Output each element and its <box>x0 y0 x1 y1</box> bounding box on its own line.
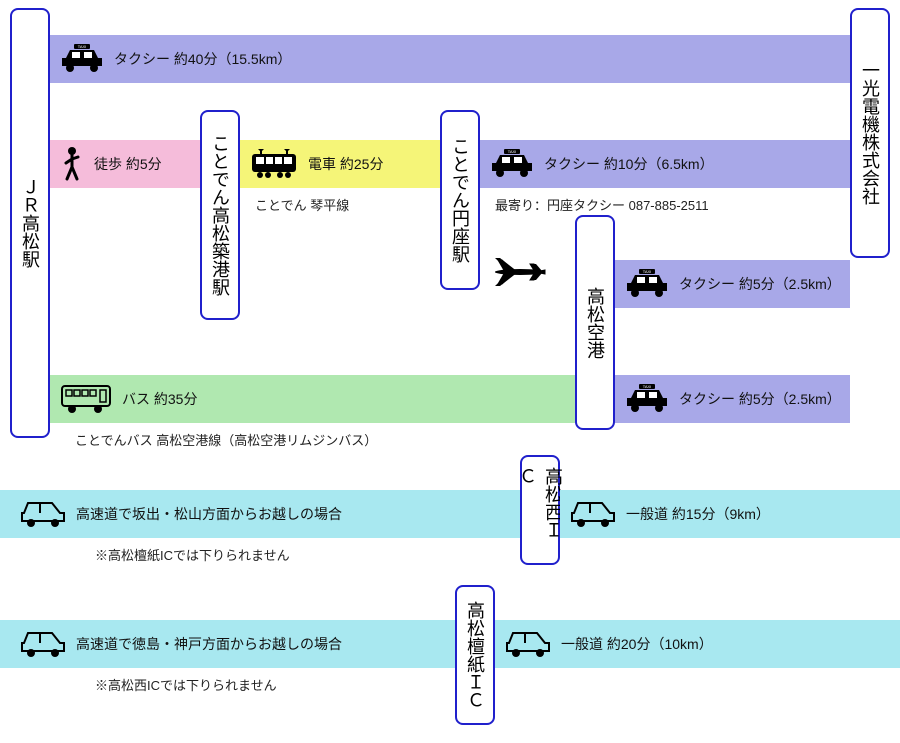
car-icon <box>570 499 616 529</box>
segment-walk-5min: 徒歩 約5分 <box>50 140 200 188</box>
station-takamatsu-danshi-ic: 高松檀紙ＩＣ <box>455 585 495 725</box>
taxi-icon: TAXI <box>490 149 534 179</box>
company-box: 一光電機株式会社 <box>850 8 890 258</box>
segment-highway-west-label: 高速道で坂出・松山方面からお越しの場合 <box>76 504 342 524</box>
segment-taxi-5min-a-label: タクシー 約5分（2.5km） <box>679 275 840 293</box>
segment-road-15min: 一般道 約15分（9km） <box>560 490 900 538</box>
segment-taxi-10min-label: タクシー 約10分（6.5km） <box>544 154 714 174</box>
segment-taxi-40min: TAXI タクシー 約40分（15.5km） <box>50 35 850 83</box>
segment-road-15min-label: 一般道 約15分（9km） <box>626 504 770 524</box>
segment-bus-35min-label: バス 約35分 <box>122 389 197 409</box>
station-takamatsu-nishi-ic: 高松西ＩＣ <box>520 455 560 565</box>
segment-taxi-5min-b-label: タクシー 約5分（2.5km） <box>679 390 840 408</box>
station-takamatsu-airport: 高松空港 <box>575 215 615 430</box>
plane-icon-wrap <box>490 252 550 295</box>
segment-taxi-10min: TAXI タクシー 約10分（6.5km） <box>480 140 850 188</box>
segment-walk-5min-label: 徒歩 約5分 <box>94 154 162 174</box>
note-taxi-nearest: 最寄り：円座タクシー 087-885-2511 <box>495 195 709 214</box>
taxi-icon: TAXI <box>625 269 669 299</box>
segment-road-20min: 一般道 約20分（10km） <box>495 620 900 668</box>
taxi-icon: TAXI <box>60 44 104 74</box>
segment-highway-west: 高速道で坂出・松山方面からお越しの場合 <box>0 490 520 538</box>
svg-text:TAXI: TAXI <box>643 269 652 274</box>
segment-taxi-5min-b: TAXI タクシー 約5分（2.5km） <box>615 375 850 423</box>
note-train-line: ことでん 琴平線 <box>255 195 349 214</box>
plane-icon <box>490 252 550 292</box>
segment-bus-35min: バス 約35分 <box>50 375 575 423</box>
station-kotoden-enza: ことでん円座駅 <box>440 110 480 290</box>
taxi-icon: TAXI <box>625 384 669 414</box>
segment-taxi-5min-a: TAXI タクシー 約5分（2.5km） <box>615 260 850 308</box>
bus-icon <box>60 384 112 414</box>
walk-icon <box>60 147 84 181</box>
svg-text:TAXI: TAXI <box>508 149 517 154</box>
note-car-east: ※高松西ICでは下りられません <box>95 675 277 694</box>
note-bus-line: ことでんバス 高松空港線（高松空港リムジンバス） <box>75 430 377 449</box>
note-car-west: ※高松檀紙ICでは下りられません <box>95 545 290 564</box>
station-jr-takamatsu: ＪＲ高松駅 <box>10 8 50 438</box>
segment-highway-east: 高速道で徳島・神戸方面からお越しの場合 <box>0 620 455 668</box>
car-icon <box>20 499 66 529</box>
svg-text:TAXI: TAXI <box>643 384 652 389</box>
svg-text:TAXI: TAXI <box>78 44 87 49</box>
segment-train-25min: 電車 約25分 <box>240 140 440 188</box>
segment-road-20min-label: 一般道 約20分（10km） <box>561 634 713 654</box>
segment-taxi-40min-label: タクシー 約40分（15.5km） <box>114 49 291 69</box>
car-icon <box>20 629 66 659</box>
segment-train-25min-label: 電車 約25分 <box>308 154 383 174</box>
car-icon <box>505 629 551 659</box>
train-icon <box>250 149 298 179</box>
segment-highway-east-label: 高速道で徳島・神戸方面からお越しの場合 <box>76 634 342 654</box>
station-kotoden-chikko: ことでん高松築港駅 <box>200 110 240 320</box>
